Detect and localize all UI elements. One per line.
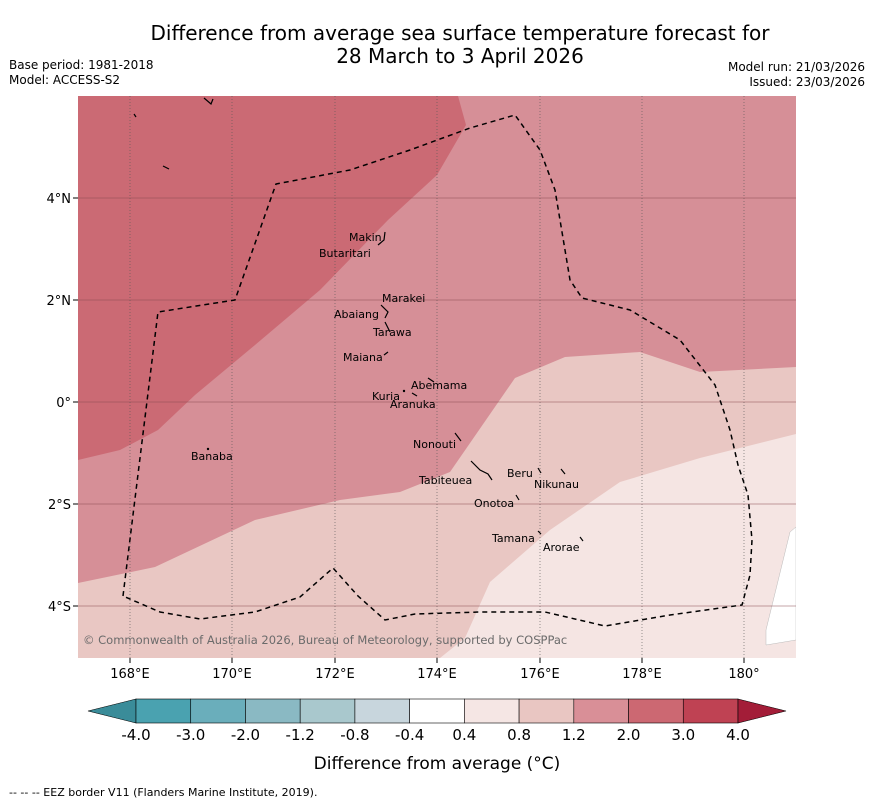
colorbar-tick-label: 2.0 (617, 726, 641, 744)
y-tick-label: 2°S (48, 498, 71, 513)
y-axis (73, 197, 78, 607)
place-label-onotoa: Onotoa (474, 497, 514, 510)
y-tick-label: 2°N (47, 294, 72, 309)
colorbar-segment (245, 698, 301, 724)
colorbar-segment (299, 698, 356, 724)
colorbar-segment (409, 698, 465, 724)
colorbar-tick-labels: -4.0 -3.0 -2.0 -1.2 -0.8 -0.4 0.4 0.8 1.2 2.0 3.0 4… (121, 726, 750, 744)
colorbar-tick-label: -0.4 (395, 726, 424, 744)
eez-legend-note: -- -- -- EEZ border V11 (Flanders Marine… (9, 786, 318, 799)
place-label-aranuka: Aranuka (390, 398, 436, 411)
place-labels: Makin Butaritari Marakei Abaiang Tarawa … (191, 231, 580, 554)
base-period: Base period: 1981-2018 (9, 58, 154, 72)
island-shape-abaiang (380, 304, 389, 319)
issued-date: Issued: 23/03/2026 (749, 75, 865, 89)
meta-left: Base period: 1981-2018 Model: ACCESS-S2 (9, 58, 154, 88)
island-shape-butaritari (377, 231, 386, 246)
place-label-banaba: Banaba (191, 450, 233, 463)
colorbar-segment (190, 698, 246, 724)
colorbar-segment (628, 698, 684, 724)
copyright-notice: © Commonwealth of Australia 2026, Bureau… (83, 633, 567, 647)
colorbar-tick-label: -4.0 (121, 726, 150, 744)
place-label-butaritari: Butaritari (319, 247, 371, 260)
x-tick-label: 180° (728, 667, 759, 682)
place-label-nikunau: Nikunau (534, 478, 579, 491)
x-tick-label: 172°E (315, 667, 355, 682)
island-shape-banaba (206, 447, 210, 451)
place-label-arorae: Arorae (543, 541, 580, 554)
x-tick-label: 174°E (417, 667, 457, 682)
y-tick-label: 4°N (47, 192, 72, 207)
colorbar-tick-label: -2.0 (231, 726, 260, 744)
x-tick-label: 178°E (622, 667, 662, 682)
chart-title-line1: Difference from average sea surface temp… (150, 21, 770, 45)
islands (133, 97, 584, 542)
meta-right: Model run: 21/03/2026 Issued: 23/03/2026 (728, 60, 865, 90)
y-tick-label: 4°S (48, 600, 71, 615)
island-shape-north-3 (162, 165, 170, 170)
place-label-kuria: Kuria (372, 390, 400, 403)
x-tick-label: 168°E (110, 667, 150, 682)
colorbar-tick-label: 4.0 (726, 726, 750, 744)
colorbar-tick-label: -3.0 (176, 726, 205, 744)
island-shape-tamana (537, 530, 542, 535)
model-name: Model: ACCESS-S2 (9, 73, 121, 87)
island-shape-beru (537, 467, 542, 474)
x-tick-labels: 168°E 170°E 172°E 174°E 176°E 178°E 180° (110, 667, 759, 682)
colorbar-segment (518, 698, 575, 724)
island-shape-abemama (427, 377, 435, 383)
place-label-makin: Makin (349, 231, 382, 244)
place-label-maiana: Maiana (343, 351, 383, 364)
x-axis (129, 658, 745, 663)
sst-anomaly-map: Makin Butaritari Marakei Abaiang Tarawa … (47, 96, 796, 774)
colorbar-segment (682, 698, 739, 724)
model-run: Model run: 21/03/2026 (727, 60, 865, 74)
place-label-tabiteuea: Tabiteuea (418, 474, 472, 487)
place-label-tarawa: Tarawa (372, 326, 412, 339)
island-shape-north-2 (133, 113, 137, 118)
colorbar-segment (464, 698, 520, 724)
colorbar (87, 698, 787, 724)
place-label-beru: Beru (507, 467, 533, 480)
gridlines (78, 96, 796, 658)
place-label-abemama: Abemama (411, 379, 467, 392)
anomaly-band-2.0-3.0 (78, 96, 466, 460)
colorbar-tick-label: 1.2 (562, 726, 586, 744)
island-shape-tabiteuea (470, 460, 493, 481)
colorbar-tick-label: -1.2 (286, 726, 315, 744)
x-tick-label: 170°E (212, 667, 252, 682)
colorbar-tick-label: -0.8 (340, 726, 369, 744)
colorbar-tick-label: 3.0 (671, 726, 695, 744)
colorbar-segment (135, 698, 192, 724)
x-tick-label: 176°E (520, 667, 560, 682)
place-label-abaiang: Abaiang (334, 308, 379, 321)
chart-title: Difference from average sea surface temp… (60, 22, 860, 68)
place-label-nonouti: Nonouti (413, 438, 456, 451)
island-shape-nikunau (560, 468, 566, 475)
colorbar-tick-label: 0.8 (507, 726, 531, 744)
island-shape-north-1 (203, 97, 214, 106)
island-shape-tarawa (384, 321, 391, 333)
colorbar-segment (354, 698, 410, 724)
island-shape-nonouti (454, 432, 462, 442)
y-tick-label: 0° (56, 396, 71, 411)
y-tick-labels: 4°N 2°N 0° 2°S 4°S (47, 192, 72, 615)
anomaly-band-neutral (765, 526, 796, 646)
island-shape-onotoa (515, 494, 520, 501)
eez-border (122, 114, 753, 627)
anomaly-band-0.4-0.8 (440, 434, 796, 658)
chart-title-line2: 28 March to 3 April 2026 (336, 44, 584, 68)
place-label-marakei: Marakei (382, 292, 425, 305)
island-shape-aranuka (411, 392, 418, 397)
colorbar-segment (573, 698, 629, 724)
island-shape-maiana (383, 351, 389, 356)
colorbar-title: Difference from average (°C) (314, 754, 561, 774)
island-shape-arorae (579, 536, 584, 542)
colorbar-tick-label: 0.4 (452, 726, 476, 744)
colorbar-extend-low (87, 698, 137, 724)
island-shape-kuria (402, 389, 406, 393)
place-label-tamana: Tamana (491, 532, 535, 545)
colorbar-extend-high (737, 698, 787, 724)
